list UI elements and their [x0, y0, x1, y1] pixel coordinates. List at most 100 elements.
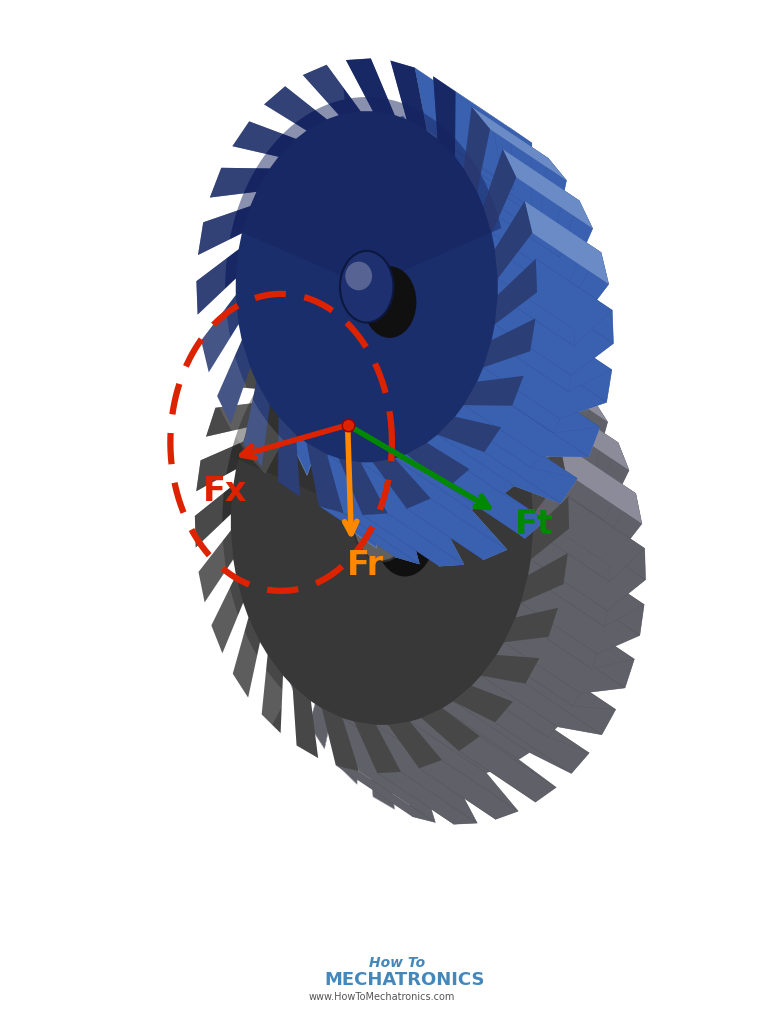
Polygon shape — [471, 106, 566, 180]
Polygon shape — [495, 292, 613, 376]
Polygon shape — [483, 150, 579, 257]
Polygon shape — [495, 201, 533, 279]
Polygon shape — [497, 330, 579, 440]
Polygon shape — [455, 92, 532, 208]
Polygon shape — [201, 295, 238, 373]
Polygon shape — [194, 58, 345, 474]
Polygon shape — [516, 608, 634, 669]
Polygon shape — [427, 442, 545, 520]
Polygon shape — [497, 233, 609, 330]
Polygon shape — [388, 725, 496, 819]
Polygon shape — [533, 472, 642, 565]
Polygon shape — [528, 419, 629, 520]
Polygon shape — [533, 514, 610, 582]
Polygon shape — [196, 249, 238, 314]
Polygon shape — [491, 177, 593, 285]
Polygon shape — [504, 347, 592, 454]
Ellipse shape — [376, 499, 434, 577]
Polygon shape — [442, 701, 529, 760]
Polygon shape — [516, 603, 597, 669]
Text: Ft: Ft — [516, 508, 554, 541]
Polygon shape — [354, 722, 401, 773]
Polygon shape — [438, 434, 561, 503]
Polygon shape — [306, 442, 343, 513]
Polygon shape — [497, 259, 612, 346]
Polygon shape — [526, 658, 616, 735]
Polygon shape — [427, 131, 514, 190]
Polygon shape — [390, 60, 427, 131]
Polygon shape — [433, 77, 532, 143]
Polygon shape — [446, 287, 544, 350]
Polygon shape — [503, 150, 593, 228]
Ellipse shape — [359, 495, 388, 526]
Polygon shape — [528, 469, 607, 537]
Polygon shape — [376, 725, 465, 776]
Polygon shape — [464, 106, 490, 191]
Polygon shape — [542, 391, 629, 470]
Polygon shape — [406, 454, 525, 539]
Polygon shape — [455, 417, 578, 478]
Polygon shape — [531, 442, 565, 514]
Text: MECHATRONICS: MECHATRONICS — [325, 971, 485, 989]
Ellipse shape — [340, 251, 393, 323]
Polygon shape — [217, 340, 251, 424]
Polygon shape — [483, 351, 607, 419]
Polygon shape — [446, 287, 471, 358]
Polygon shape — [251, 323, 311, 358]
Polygon shape — [455, 404, 540, 468]
Polygon shape — [563, 553, 644, 635]
Polygon shape — [442, 709, 556, 787]
Polygon shape — [233, 617, 260, 697]
Polygon shape — [497, 389, 581, 454]
Polygon shape — [453, 701, 571, 773]
Polygon shape — [530, 318, 612, 402]
Polygon shape — [388, 722, 442, 768]
Polygon shape — [195, 485, 233, 548]
Polygon shape — [531, 442, 636, 537]
Polygon shape — [405, 273, 442, 336]
Polygon shape — [195, 271, 569, 773]
Polygon shape — [415, 68, 503, 182]
Polygon shape — [225, 360, 283, 389]
Polygon shape — [196, 441, 243, 492]
Polygon shape — [521, 584, 639, 654]
Polygon shape — [464, 376, 523, 406]
Polygon shape — [468, 299, 548, 410]
Polygon shape — [442, 336, 529, 394]
Polygon shape — [483, 318, 536, 368]
Polygon shape — [342, 718, 435, 822]
Polygon shape — [477, 191, 559, 257]
Polygon shape — [419, 760, 518, 819]
Polygon shape — [338, 459, 439, 566]
Polygon shape — [361, 462, 449, 513]
Polygon shape — [471, 106, 566, 180]
Polygon shape — [376, 725, 478, 823]
Polygon shape — [422, 709, 480, 751]
Polygon shape — [512, 376, 600, 457]
Polygon shape — [525, 201, 609, 285]
Polygon shape — [336, 765, 435, 822]
Polygon shape — [484, 311, 579, 381]
Polygon shape — [484, 311, 579, 381]
Polygon shape — [428, 280, 519, 387]
Polygon shape — [322, 276, 376, 323]
Polygon shape — [549, 608, 634, 688]
Polygon shape — [525, 201, 609, 285]
Polygon shape — [198, 206, 251, 255]
Polygon shape — [542, 391, 629, 470]
Polygon shape — [495, 259, 537, 325]
Polygon shape — [504, 347, 531, 427]
Polygon shape — [346, 58, 395, 115]
Polygon shape — [199, 530, 233, 602]
Polygon shape — [410, 718, 498, 773]
Polygon shape — [495, 701, 589, 773]
Polygon shape — [327, 454, 415, 510]
Polygon shape — [193, 272, 357, 727]
Polygon shape — [459, 736, 556, 802]
Polygon shape — [196, 58, 537, 515]
Polygon shape — [303, 65, 361, 115]
Polygon shape — [361, 462, 464, 564]
Polygon shape — [521, 391, 618, 493]
Polygon shape — [264, 86, 327, 131]
Polygon shape — [244, 382, 270, 467]
